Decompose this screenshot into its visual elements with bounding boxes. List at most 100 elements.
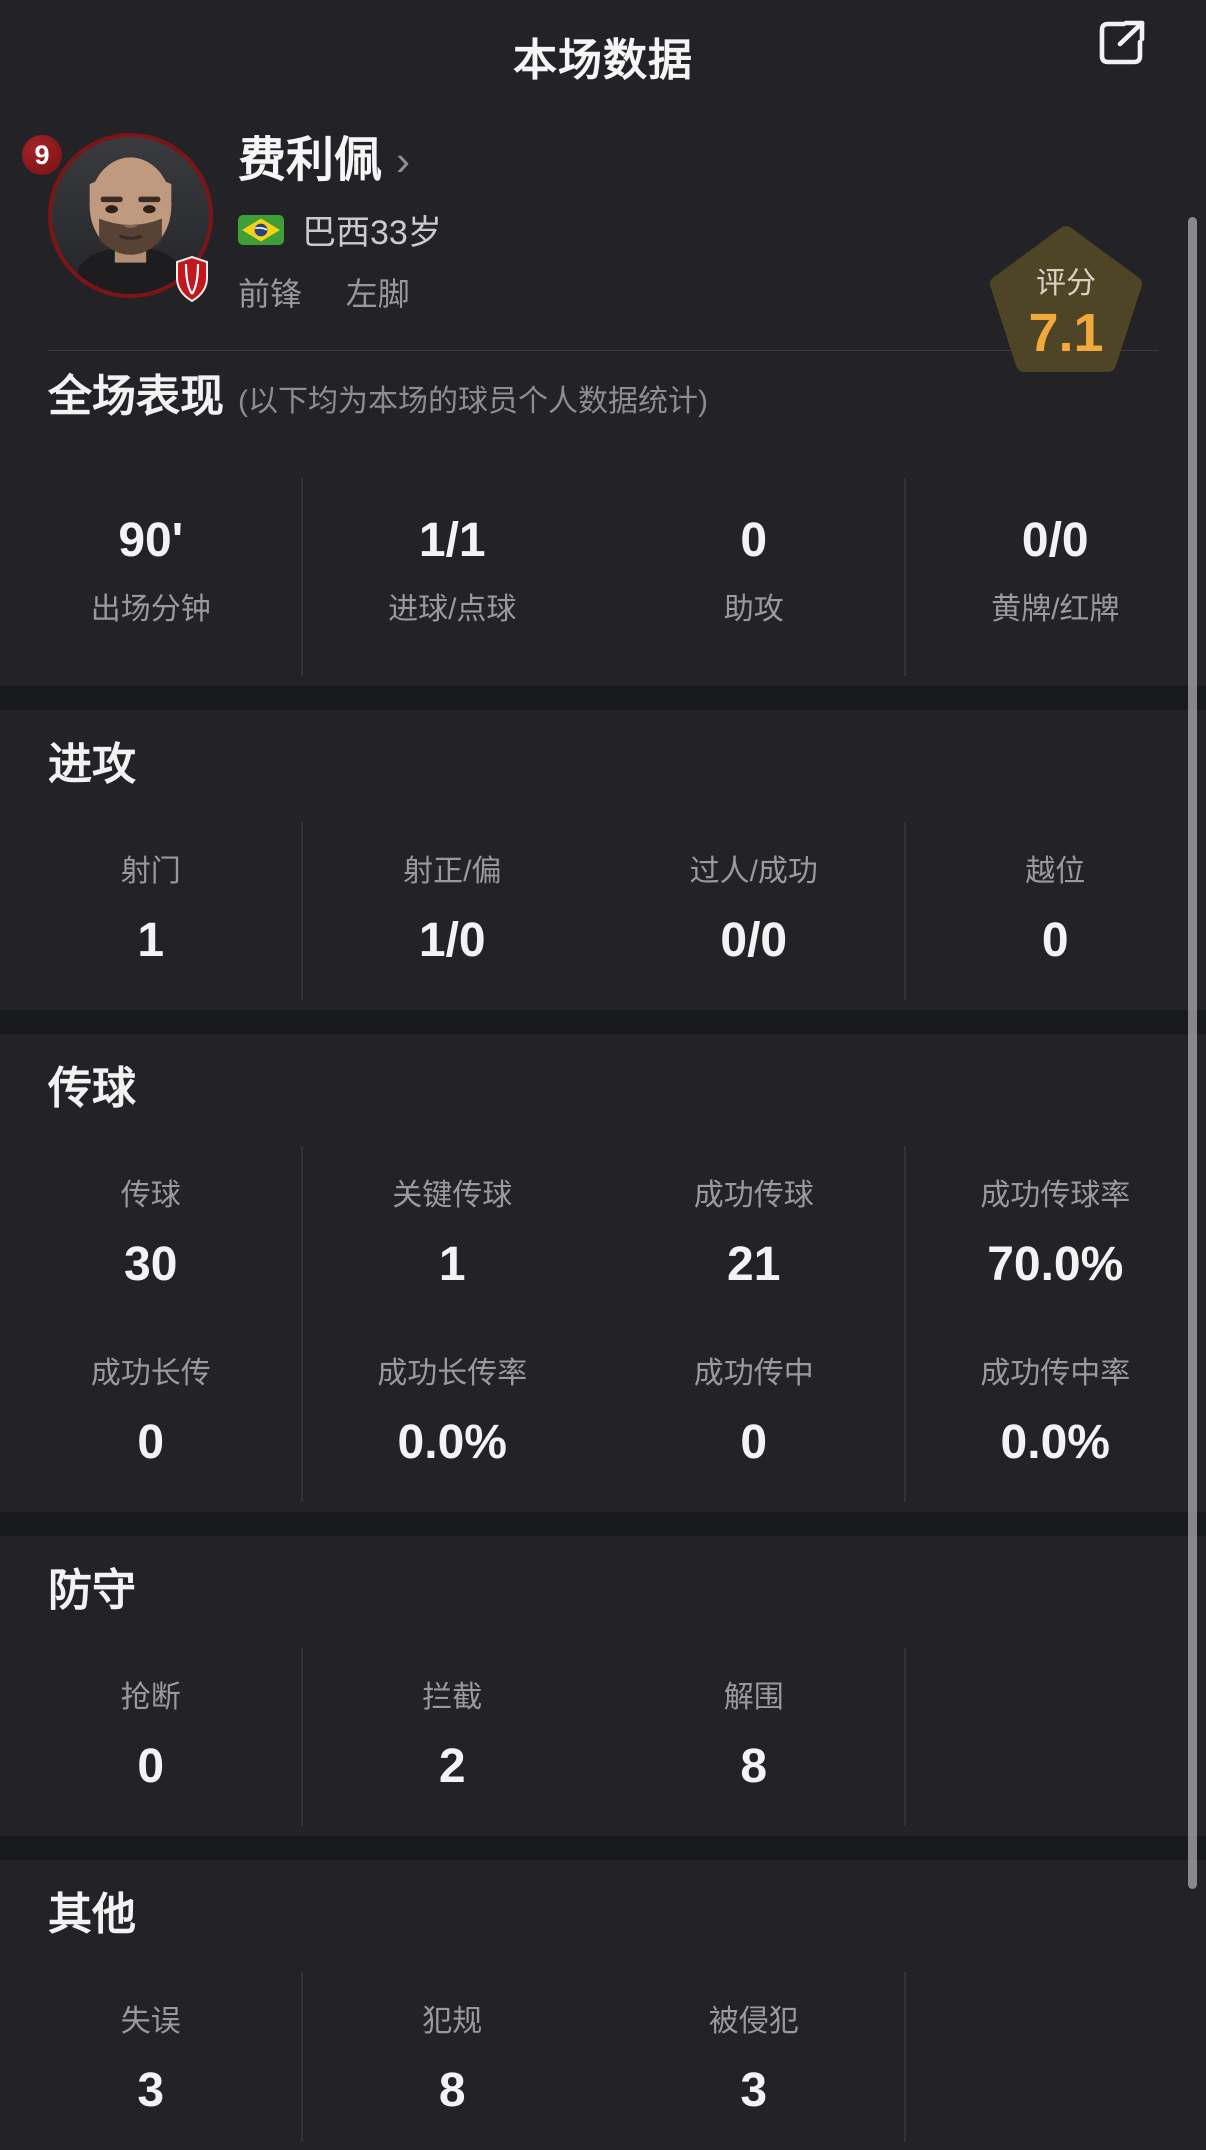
section-overall: 全场表现 (以下均为本场的球员个人数据统计) 90' 出场分钟 1/1 进球/点球 0 助攻 0… [0,351,1206,686]
stats-sections: 全场表现 (以下均为本场的球员个人数据统计) 90' 出场分钟 1/1 进球/点球 0 助攻 0… [0,351,1206,2150]
stat-cell: 关键传球 1 [302,1146,604,1324]
rating-label: 评分 [1036,267,1096,300]
stat-value: 0 [1041,914,1069,967]
stat-label: 成功传中 [693,1357,814,1390]
scrollbar-thumb[interactable] [1188,217,1197,1889]
stat-label: 过人/成功 [689,855,818,888]
stat-value: 0 [740,514,768,567]
stat-value: 0 [740,1416,768,1469]
pentagon-icon [990,226,1142,372]
section-padding [0,2142,1206,2150]
stat-value: 2 [438,1740,466,1793]
stat-label: 黄牌/红牌 [991,593,1120,626]
team-crest-icon [175,255,209,303]
stat-label: 射正/偏 [403,855,502,888]
stat-cell: 射门 1 [0,822,302,1000]
stat-value: 90' [118,514,184,567]
player-age: 33岁 [370,214,442,252]
stat-label: 成功长传率 [377,1357,528,1390]
stat-cell: 犯规 8 [302,1972,604,2142]
stat-value: 0 [137,1416,165,1469]
stats-row: 成功长传 0 成功长传率 0.0% 成功传中 0 成功传中率 0.0% [0,1324,1206,1502]
stats-grid: 抢断 0 拦截 2 解围 8 [0,1648,1206,1826]
stats-grid: 射门 1 射正/偏 1/0 过人/成功 0/0 越位 0 [0,822,1206,1000]
stat-cell: 成功长传率 0.0% [302,1324,604,1502]
stat-cell-empty [905,1648,1206,1826]
stat-value: 1 [438,1238,466,1291]
stat-label: 出场分钟 [90,593,211,626]
section-separator [0,686,1206,710]
stat-cell: 拦截 2 [302,1648,604,1826]
share-external-icon [1097,20,1147,70]
rating-value: 7.1 [1028,303,1104,363]
section-note: (以下均为本场的球员个人数据统计) [238,385,708,418]
stats-row: 90' 出场分钟 1/1 进球/点球 0 助攻 0/0 黄牌/红牌 [0,478,1206,676]
section-other: 其他 失误 3 犯规 8 被侵犯 3 [0,1860,1206,2150]
player-avatar[interactable]: 9 [22,133,213,303]
divider [48,350,1158,351]
player-name-link[interactable]: 费利佩 › [238,134,442,188]
player-position-row: 前锋 左脚 [238,269,442,315]
section-title: 防守 [48,1566,136,1615]
stat-value: 0.0% [1000,1416,1110,1469]
stat-label: 关键传球 [392,1179,513,1212]
player-header: 9 费利佩 › [0,96,1206,372]
stat-label: 被侵犯 [708,2005,799,2038]
section-padding [0,1502,1206,1512]
stat-label: 传球 [120,1179,181,1212]
stat-label: 失误 [120,2005,181,2038]
section-title: 全场表现 [48,372,224,421]
stat-label: 抢断 [120,1681,181,1714]
stat-value: 8 [438,2064,466,2117]
stat-value: 21 [727,1238,781,1291]
section-defense: 防守抢断 0 拦截 2 解围 8 [0,1536,1206,1836]
stat-label: 犯规 [422,2005,483,2038]
stat-cell: 成功传中 0 [603,1324,905,1502]
stats-grid: 90' 出场分钟 1/1 进球/点球 0 助攻 0/0 黄牌/红牌 [0,478,1206,676]
stat-value: 3 [137,2064,165,2117]
stats-grid: 失误 3 犯规 8 被侵犯 3 [0,1972,1206,2142]
stat-value: 70.0% [987,1238,1124,1291]
stat-cell: 1/1 进球/点球 [302,478,604,676]
stat-label: 射门 [120,855,181,888]
stat-label: 成功传球 [693,1179,814,1212]
stat-label: 越位 [1025,855,1086,888]
stat-cell: 90' 出场分钟 [0,478,302,676]
section-title: 其他 [48,1890,136,1939]
player-photo [48,133,213,298]
stat-label: 解围 [723,1681,784,1714]
section-header: 传球 [0,1034,1206,1112]
section-header: 防守 [0,1536,1206,1614]
stat-value: 8 [740,1740,768,1793]
stats-row: 失误 3 犯规 8 被侵犯 3 [0,1972,1206,2142]
page-title: 本场数据 [513,36,693,85]
section-separator [0,1836,1206,1860]
stat-value: 0/0 [720,914,788,967]
section-separator [0,1512,1206,1536]
rating-badge: 评分 7.1 [984,222,1148,380]
section-passing: 传球 传球 30 关键传球 1 成功传球 21 成功传球率 70.0% 成功长传 0 成功长传率 0.0… [0,1034,1206,1512]
player-info: 费利佩 › 巴西 33岁 前锋 左脚 [238,134,442,315]
share-button[interactable] [1096,18,1148,70]
stat-value: 0 [137,1740,165,1793]
stats-row: 射门 1 射正/偏 1/0 过人/成功 0/0 越位 0 [0,822,1206,1000]
stat-value: 1/1 [418,514,486,567]
stat-cell: 0 助攻 [603,478,905,676]
stat-cell: 失误 3 [0,1972,302,2142]
section-separator [0,1010,1206,1034]
stat-value: 0.0% [397,1416,507,1469]
stat-cell: 射正/偏 1/0 [302,822,604,1000]
player-name: 费利佩 [238,134,383,187]
stat-value: 30 [124,1238,178,1291]
stat-label: 成功传中率 [980,1357,1131,1390]
jersey-number-badge: 9 [22,135,62,175]
stat-label: 助攻 [723,593,784,626]
section-padding [0,676,1206,686]
chevron-right-icon: › [396,137,411,184]
player-nationality-row: 巴西 33岁 [238,205,442,254]
stats-row: 传球 30 关键传球 1 成功传球 21 成功传球率 70.0% [0,1146,1206,1324]
stats-grid: 传球 30 关键传球 1 成功传球 21 成功传球率 70.0% 成功长传 0 成功长传率 0.0% 成… [0,1146,1206,1502]
stat-cell: 成功传球 21 [603,1146,905,1324]
player-nationality: 巴西 [302,214,370,252]
